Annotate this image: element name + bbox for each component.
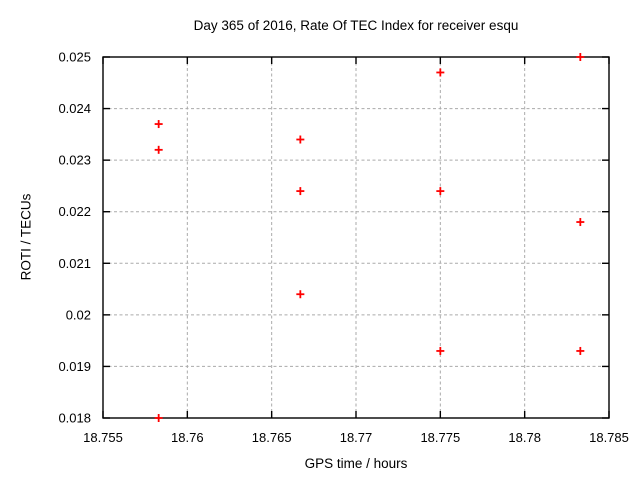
y-tick-label: 0.024 [58,101,91,116]
x-tick-label: 18.765 [252,430,292,445]
y-tick-label: 0.018 [58,411,91,426]
y-tick-label: 0.025 [58,50,91,65]
x-tick-label: 18.78 [508,430,541,445]
y-tick-label: 0.021 [58,256,91,271]
x-tick-label: 18.77 [340,430,373,445]
chart-title: Day 365 of 2016, Rate Of TEC Index for r… [193,18,519,33]
x-tick-label: 18.785 [589,430,629,445]
y-tick-label: 0.02 [66,307,91,322]
x-tick-label: 18.775 [420,430,460,445]
plot-border [102,56,610,419]
y-tick-label: 0.023 [58,153,91,168]
y-tick-label: 0.022 [58,204,91,219]
x-tick-label: 18.755 [83,430,123,445]
y-tick-label: 0.019 [58,359,91,374]
x-tick-label: 18.76 [171,430,204,445]
x-axis-label: GPS time / hours [304,456,408,471]
